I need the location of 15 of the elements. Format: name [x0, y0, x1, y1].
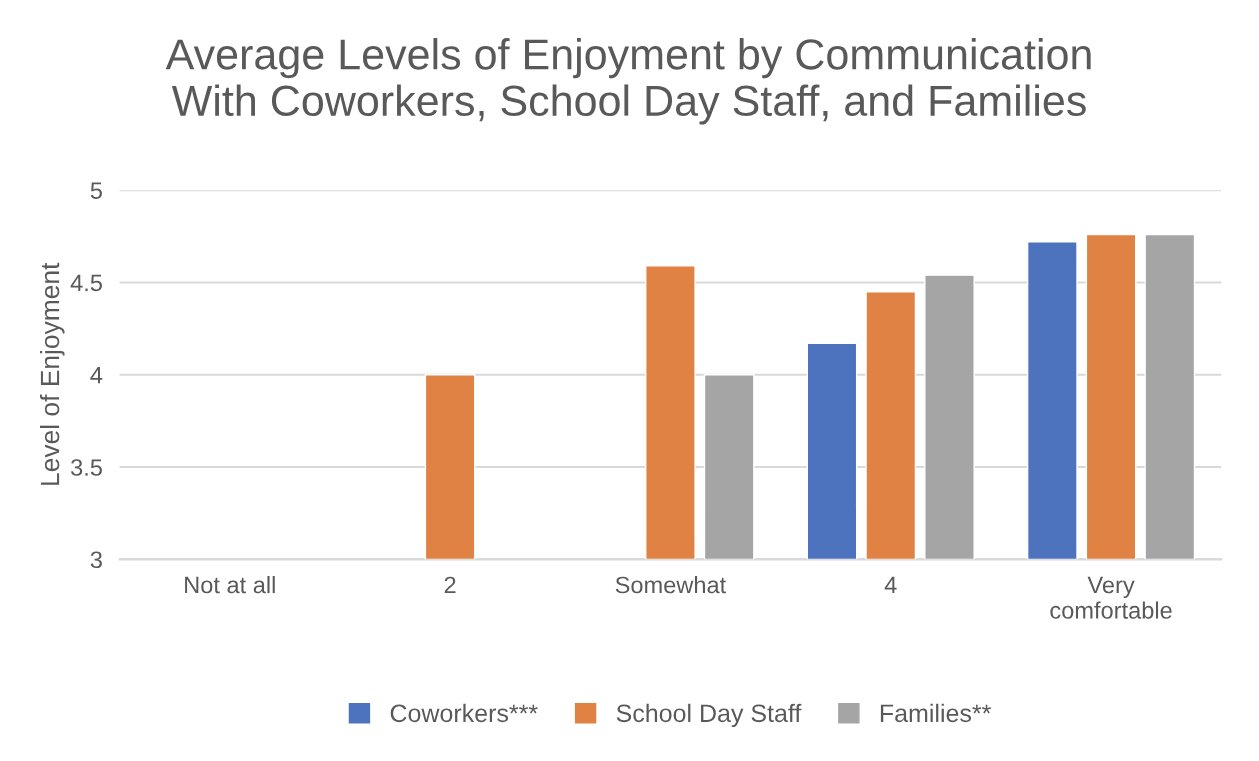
y-axis-title: Level of Enjoyment [39, 262, 65, 485]
y-tick-label: 3 [90, 551, 102, 569]
y-tick-label: 4 [90, 367, 103, 384]
chart-title: Average Levels of Enjoyment by Communication With Coworkers, School Day Staff, and Families [165, 38, 1091, 125]
y-tick-label: 4.5 [70, 274, 102, 292]
legend-label: School Day Staff [616, 703, 802, 728]
x-tick-label: Somewhat [615, 576, 727, 594]
y-tick-label: 5 [90, 182, 102, 200]
x-tick-label: Not at all [185, 576, 275, 594]
legend-label: Families** [880, 703, 991, 723]
legend-label: Coworkers*** [390, 703, 538, 723]
x-tick-label: 4 [884, 576, 897, 594]
y-tick-label: 3.5 [71, 459, 102, 476]
x-tick-label: 2 [444, 576, 456, 594]
x-tick-label: Very comfortable [1050, 576, 1172, 619]
